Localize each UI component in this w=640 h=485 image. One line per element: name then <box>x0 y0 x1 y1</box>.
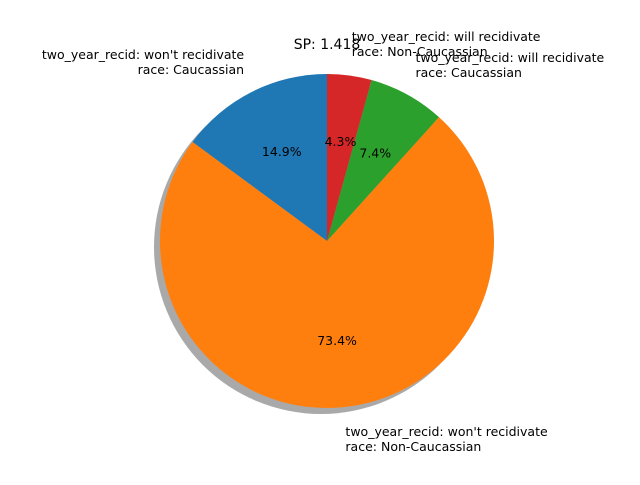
pie-slice-label-line: two_year_recid: will recidivate <box>415 50 604 65</box>
pie-slice-label-2: two_year_recid: won't recidivate race: No… <box>345 424 548 454</box>
pie-slice-label-line: race: Caucassian <box>138 62 244 77</box>
pie-slice-label-1: two_year_recid: won't recidivate race: Ca… <box>42 47 245 77</box>
pie-percent-label-3: 7.4% <box>359 146 391 161</box>
pie-slices <box>159 74 495 409</box>
pie-slice-2 <box>159 117 495 409</box>
pie-percent-label-2: 73.4% <box>317 333 357 348</box>
pie-percent-label-1: 14.9% <box>262 144 302 159</box>
pie-slice-label-line: two_year_recid: will recidivate <box>352 29 541 44</box>
pie-slice-label-line: race: Non-Caucassian <box>345 439 481 454</box>
pie-slice-4 <box>327 74 372 241</box>
pie-slice-label-3: two_year_recid: will recidivate race: Cau… <box>415 50 604 80</box>
pie-slice-labels: two_year_recid: won't recidivate race: Ca… <box>42 29 605 454</box>
pie-percent-label-4: 4.3% <box>325 134 357 149</box>
pie-slice-label-4: two_year_recid: will recidivate race: Non… <box>352 29 541 59</box>
pie-slice-3 <box>327 80 440 242</box>
pie-percent-labels: 14.9% 73.4% 7.4%4.3% <box>262 134 391 348</box>
pie-slice-1 <box>192 74 327 241</box>
pie-slice-label-line: two_year_recid: won't recidivate <box>345 424 548 439</box>
pie-slice-label-line: race: Non-Caucassian <box>352 44 488 59</box>
pie-slice-label-line: two_year_recid: won't recidivate <box>42 47 245 62</box>
chart-title: SP: 1.418 <box>294 37 361 53</box>
pie-slice-label-line: race: Caucassian <box>415 65 521 80</box>
